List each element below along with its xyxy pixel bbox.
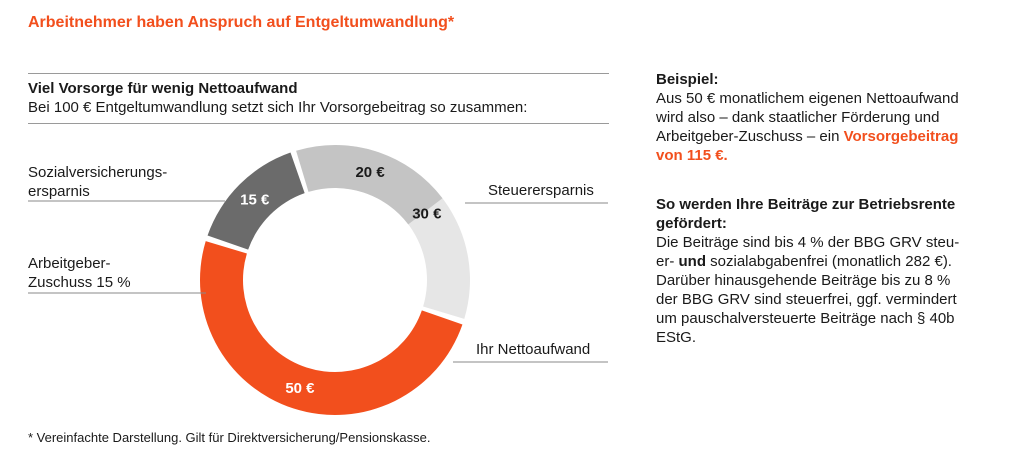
label-line: Sozialversicherungs- [28,164,168,181]
promotion-line: Die Beiträge sind bis 4 % der BBG GRV st… [656,234,960,251]
chart-value-labels: 30 € 50 € 15 € 20 € [240,164,442,397]
label-line: Arbeitgeber- [28,255,111,272]
promotion-title: So werden Ihre Beiträge zur Betriebsrent… [656,196,956,213]
section-title: Viel Vorsorge für wenig Nettoaufwand [28,80,298,97]
promotion-line: um pauschalversteuerte Beiträge nach § 4… [656,310,955,327]
promotion-title: gefördert: [656,215,727,232]
slice-value-label-3: 20 € [355,164,385,181]
label-steuerersparnis: Steuerersparnis [488,181,594,200]
promotion-emphasis: und [678,253,707,270]
promotion-box: So werden Ihre Beiträge zur Betriebsrent… [656,195,1011,347]
donut-slice-1 [199,241,463,416]
promotion-line: er- und sozialabgabenfrei (monatlich 282… [656,252,1011,271]
promotion-line: EStG. [656,329,697,346]
promotion-text: er- [656,253,679,270]
slice-value-label-0: 30 € [412,205,442,222]
promotion-line: Darüber hinausgehende Beiträge bis zu 8 … [656,272,951,289]
label-sozialversicherungsersparnis: Sozialversicherungs- ersparnis [28,163,167,201]
example-text: Arbeitgeber-Zuschuss – ein [656,128,844,145]
label-line: ersparnis [28,183,90,200]
label-line: Steuerersparnis [488,182,594,199]
promotion-line: der BBG GRV sind steuerfrei, ggf. vermin… [656,291,957,308]
section-subtitle: Bei 100 € Entgeltumwandlung setzt sich I… [28,99,528,116]
section-rule-top [28,73,609,74]
label-line: Ihr Nettoaufwand [476,341,591,358]
example-line: Aus 50 € monatlichem eigenen Nettoaufwan… [656,90,959,107]
example-line: Arbeitgeber-Zuschuss – ein Vorsorgebeitr… [656,127,1011,146]
promotion-text: sozialabgabenfrei (monatlich 282 €). [706,253,952,270]
example-highlight: Vorsorgebeitrag [843,128,959,145]
example-line: wird also – dank staatlicher Förderung u… [656,109,940,126]
slice-value-label-2: 15 € [240,192,270,209]
footnote: * Vereinfachte Darstellung. Gilt für Dir… [28,430,431,445]
label-arbeitgeber-zuschuss: Arbeitgeber- Zuschuss 15 % [28,254,131,292]
label-ihr-nettoaufwand: Ihr Nettoaufwand [476,340,590,359]
chart-slices [199,145,471,416]
example-title: Beispiel: [656,71,719,88]
example-box: Beispiel: Aus 50 € monatlichem eigenen N… [656,70,1011,165]
section-rule-bottom [28,123,609,124]
slice-value-label-1: 50 € [285,380,315,397]
example-highlight: von 115 €. [656,147,728,164]
label-line: Zuschuss 15 % [28,274,131,291]
donut-slice-2 [207,152,305,250]
headline: Arbeitnehmer haben Anspruch auf Entgeltu… [28,14,455,31]
donut-slice-3 [296,145,443,225]
